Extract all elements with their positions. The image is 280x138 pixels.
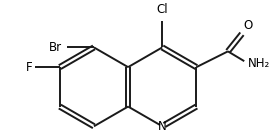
Text: Br: Br [49, 41, 62, 54]
Text: N: N [158, 120, 167, 133]
Text: O: O [244, 19, 253, 32]
Text: NH₂: NH₂ [248, 57, 270, 70]
Text: F: F [25, 61, 32, 74]
Text: Cl: Cl [157, 3, 168, 16]
